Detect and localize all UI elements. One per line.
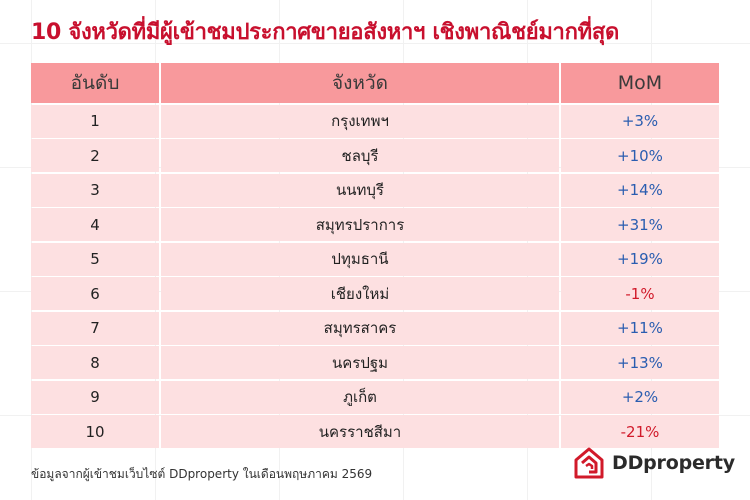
rank-cell: 9 <box>31 380 159 414</box>
rank-cell: 8 <box>31 346 159 379</box>
ranking-table: อันดับ จังหวัด MoM 1 กรุงเทพฯ +3% 2 ชลบุ… <box>31 63 719 450</box>
rank-cell: 4 <box>31 208 159 241</box>
rank-cell: 6 <box>31 277 159 310</box>
province-cell: กรุงเทพฯ <box>161 104 559 138</box>
logo-text: DDproperty <box>612 452 735 474</box>
header-province: จังหวัด <box>161 63 559 103</box>
province-cell: ภูเก็ต <box>161 380 559 414</box>
province-cell: เชียงใหม่ <box>161 277 559 310</box>
rank-cell: 5 <box>31 242 159 276</box>
province-cell: สมุทรสาคร <box>161 311 559 345</box>
table-header-row: อันดับ จังหวัด MoM <box>31 63 719 103</box>
table-row: 7 สมุทรสาคร +11% <box>31 311 719 345</box>
mom-cell: +11% <box>561 311 719 345</box>
mom-cell: +10% <box>561 139 719 172</box>
mom-cell: +31% <box>561 208 719 241</box>
header-rank: อันดับ <box>31 63 159 103</box>
province-cell: ชลบุรี <box>161 139 559 172</box>
rank-cell: 3 <box>31 173 159 207</box>
mom-cell: -1% <box>561 277 719 310</box>
header-mom: MoM <box>561 63 719 103</box>
province-cell: นครราชสีมา <box>161 415 559 448</box>
mom-cell: +19% <box>561 242 719 276</box>
table-row: 8 นครปฐม +13% <box>31 346 719 379</box>
table-row: 5 ปทุมธานี +19% <box>31 242 719 276</box>
mom-cell: +14% <box>561 173 719 207</box>
table-row: 3 นนทบุรี +14% <box>31 173 719 207</box>
table-row: 2 ชลบุรี +10% <box>31 139 719 172</box>
mom-cell: +3% <box>561 104 719 138</box>
rank-cell: 1 <box>31 104 159 138</box>
table-row: 10 นครราชสีมา -21% <box>31 415 719 448</box>
mom-cell: +13% <box>561 346 719 379</box>
page-title: 10 จังหวัดที่มีผู้เข้าชมประกาศขายอสังหาฯ… <box>31 20 619 45</box>
table-row: 9 ภูเก็ต +2% <box>31 380 719 414</box>
province-cell: ปทุมธานี <box>161 242 559 276</box>
table-row: 6 เชียงใหม่ -1% <box>31 277 719 310</box>
province-cell: สมุทรปราการ <box>161 208 559 241</box>
rank-cell: 10 <box>31 415 159 448</box>
mom-cell: -21% <box>561 415 719 448</box>
rank-cell: 7 <box>31 311 159 345</box>
rank-cell: 2 <box>31 139 159 172</box>
ddproperty-logo-icon <box>574 447 604 479</box>
brand-logo: DDproperty <box>573 447 735 479</box>
province-cell: นนทบุรี <box>161 173 559 207</box>
source-note: ข้อมูลจากผู้เข้าชมเว็บไซต์ DDproperty ใน… <box>31 467 373 481</box>
table-row: 4 สมุทรปราการ +31% <box>31 208 719 241</box>
province-cell: นครปฐม <box>161 346 559 379</box>
table-row: 1 กรุงเทพฯ +3% <box>31 104 719 138</box>
mom-cell: +2% <box>561 380 719 414</box>
